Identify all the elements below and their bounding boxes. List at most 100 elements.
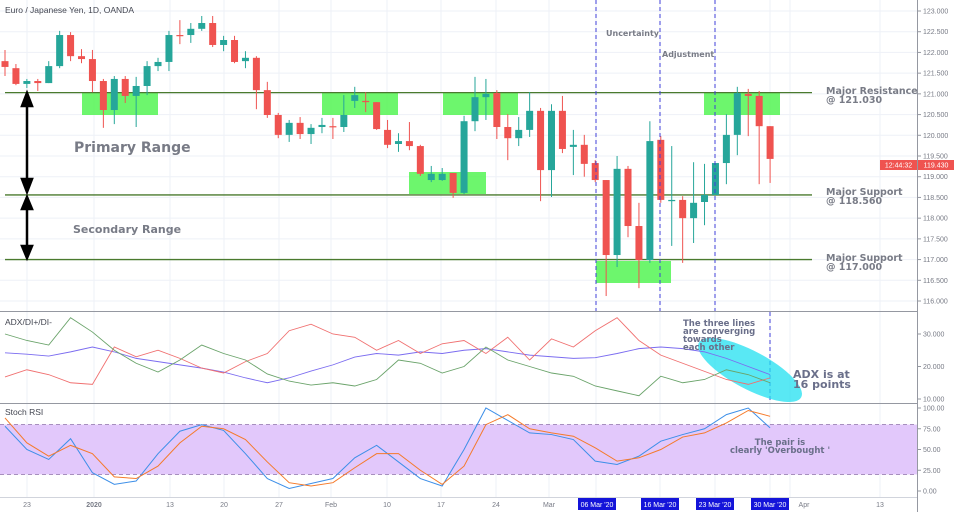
candle-body: [537, 110, 545, 171]
candle: [722, 114, 730, 185]
candle-body: [263, 90, 271, 115]
candle: [591, 160, 599, 183]
candle: [198, 15, 206, 31]
candle-body: [78, 56, 86, 60]
candle: [110, 76, 118, 125]
zone-resistance-4: [704, 93, 780, 115]
price-axis-label: 120.500: [923, 112, 948, 119]
candle-body: [384, 129, 392, 145]
date-tag-background: [751, 498, 789, 510]
date-tag-label: 30 Mar '20: [754, 502, 787, 509]
arrow-head-down-icon: [20, 244, 34, 262]
candle-body: [307, 127, 315, 135]
candle: [548, 104, 555, 198]
candle-body: [679, 199, 687, 219]
candle-body: [340, 114, 348, 128]
candle: [744, 88, 752, 137]
candle: [220, 35, 228, 52]
candle-body: [548, 110, 555, 171]
candle-body: [132, 85, 140, 96]
candle-body: [296, 122, 304, 135]
date-tag-background: [641, 498, 679, 510]
price-axis-label: 121.000: [923, 91, 948, 98]
candle: [766, 126, 774, 183]
candle-body: [362, 100, 370, 103]
candle-body: [110, 78, 118, 111]
adx-axis-label: 30.000: [923, 332, 945, 339]
resistance-label: Major Resistance: [826, 86, 918, 97]
candle-body: [394, 141, 402, 144]
candle-body: [602, 180, 610, 256]
candle-body: [329, 126, 337, 128]
price-axis-label: 118.500: [923, 195, 948, 202]
candle: [558, 95, 566, 154]
candle: [438, 168, 446, 181]
stoch-band: [0, 424, 917, 475]
candle: [318, 117, 326, 134]
candle: [602, 180, 610, 297]
candle-body: [635, 226, 643, 260]
zone-support-2: [596, 261, 671, 283]
candle: [165, 30, 173, 72]
candle: [526, 92, 534, 137]
candle-body: [482, 93, 490, 98]
secondary-range-label: Secondary Range: [73, 223, 181, 236]
convergence-highlight-ellipse: [698, 338, 802, 402]
date-tag: 06 Mar '20: [578, 498, 616, 510]
candle-body: [165, 35, 173, 62]
adx-note-line: The three lines: [683, 319, 755, 329]
candle: [646, 121, 654, 263]
date-tag-label: 16 Mar '20: [644, 502, 677, 509]
adx-value-note: 16 points: [793, 378, 851, 391]
candle: [679, 196, 687, 263]
candle-body: [231, 40, 239, 62]
candle: [362, 92, 370, 113]
candle-body: [722, 134, 730, 164]
candle-body: [591, 163, 599, 181]
candle: [690, 162, 698, 244]
candle-body: [668, 199, 676, 202]
candle: [733, 86, 741, 156]
candle: [635, 202, 643, 289]
date-tag-background: [696, 498, 734, 510]
candle-body: [438, 173, 446, 181]
candle: [34, 78, 42, 91]
date-tag: 30 Mar '20: [751, 498, 789, 510]
candle: [23, 78, 31, 89]
grid: [0, 0, 917, 497]
candle: [373, 102, 381, 130]
candle-body: [755, 95, 763, 127]
support1-value: @ 118.560: [826, 196, 882, 207]
date-tag-label: 06 Mar '20: [581, 502, 614, 509]
last-price-tag: 119.430 12:44:32: [880, 160, 954, 170]
support2-value: @ 117.000: [826, 262, 882, 273]
zone-resistance-1: [82, 93, 158, 115]
candle: [231, 35, 239, 64]
candle-body: [493, 93, 501, 128]
candle: [274, 112, 282, 139]
primary-range-label: Primary Range: [74, 140, 191, 156]
candle-body: [56, 35, 64, 67]
candle-body: [187, 28, 195, 36]
stoch-band-fill: [0, 424, 917, 475]
candle-body: [209, 23, 217, 45]
date-tag: 16 Mar '20: [641, 498, 679, 510]
candle: [329, 117, 337, 140]
adx-note-line: are converging: [683, 327, 755, 337]
candle-body: [460, 121, 468, 193]
candle-body: [416, 146, 424, 174]
adx-note: The three lines are converging towards e…: [683, 319, 755, 353]
time-axis-label: 24: [492, 502, 500, 509]
candle: [755, 90, 763, 185]
candle-body: [252, 57, 260, 91]
price-axis-background: [918, 0, 954, 512]
candle-body: [274, 114, 282, 135]
candle-body: [646, 141, 654, 260]
highlight-zones: [82, 93, 780, 283]
candle-body: [526, 110, 534, 130]
candle-body: [176, 35, 184, 37]
candle-body: [471, 97, 479, 122]
uncertainty-label: Uncertainty: [606, 29, 660, 38]
candle-body: [733, 93, 741, 135]
